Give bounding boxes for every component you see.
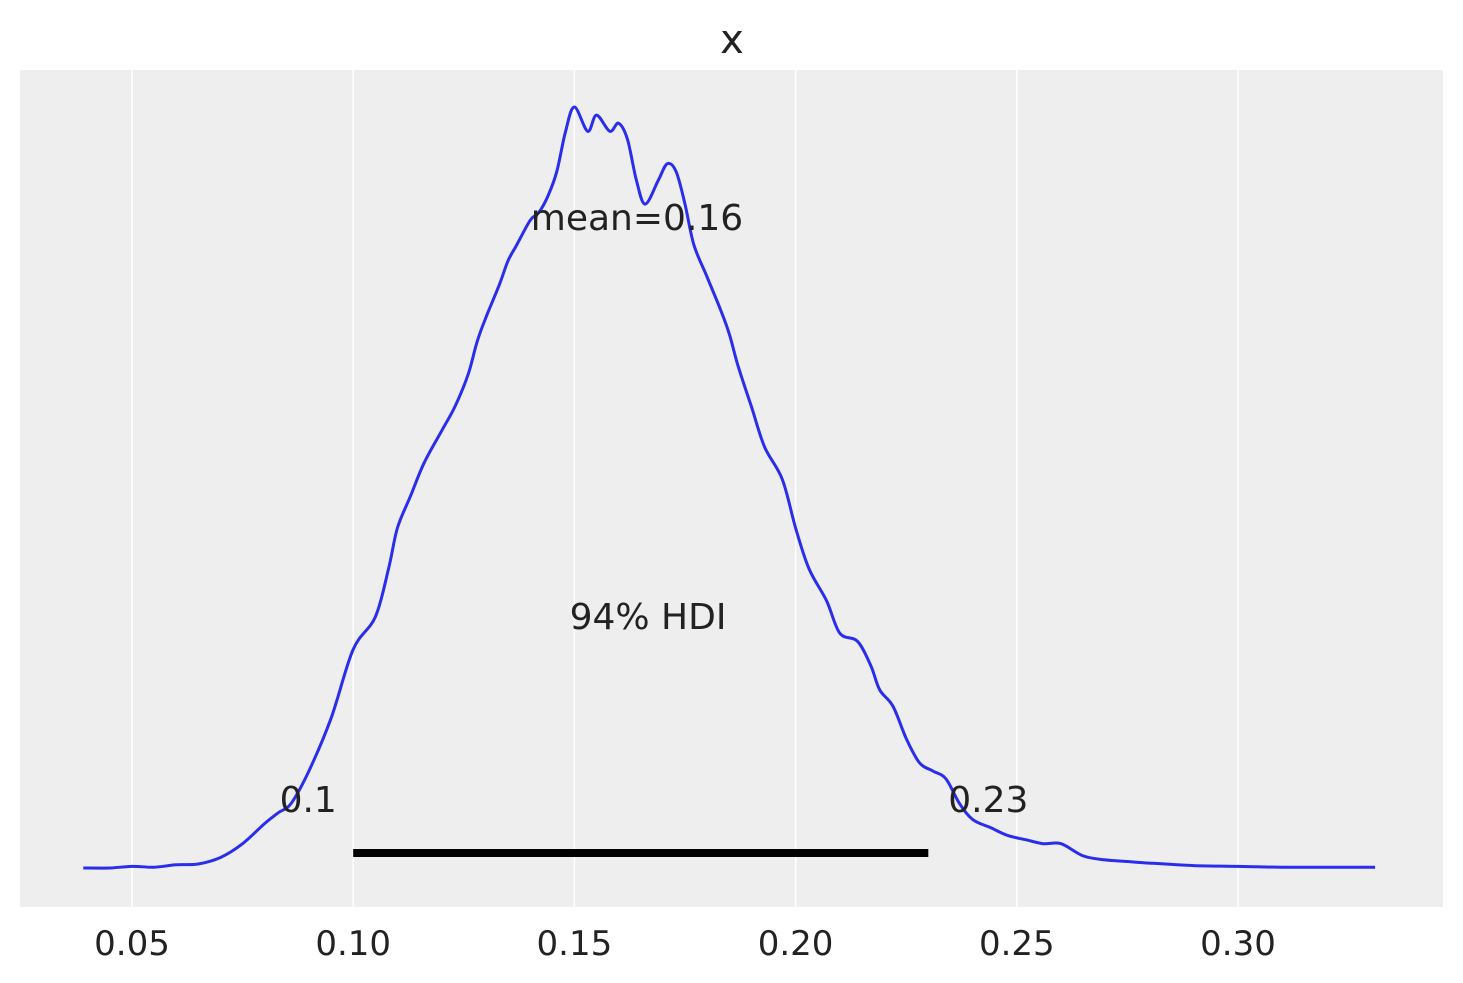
x-axis-ticks: 0.05 0.10 0.15 0.20 0.25 0.30 — [94, 924, 1276, 964]
hdi-low-label: 0.1 — [280, 780, 337, 821]
plot-panel — [20, 70, 1443, 907]
hdi-label: 94% HDI — [570, 597, 727, 638]
x-tick-label: 0.10 — [315, 924, 391, 964]
density-line — [83, 105, 1376, 870]
x-tick-label: 0.25 — [979, 924, 1055, 964]
x-tick-label: 0.05 — [94, 924, 170, 964]
grid-lines — [131, 70, 1239, 907]
x-tick-label: 0.20 — [758, 924, 834, 964]
mean-label: mean=0.16 — [531, 198, 743, 239]
hdi-high-label: 0.23 — [948, 780, 1028, 821]
x-tick-label: 0.30 — [1200, 924, 1276, 964]
x-tick-label: 0.15 — [537, 924, 613, 964]
chart-title: x — [720, 17, 744, 63]
